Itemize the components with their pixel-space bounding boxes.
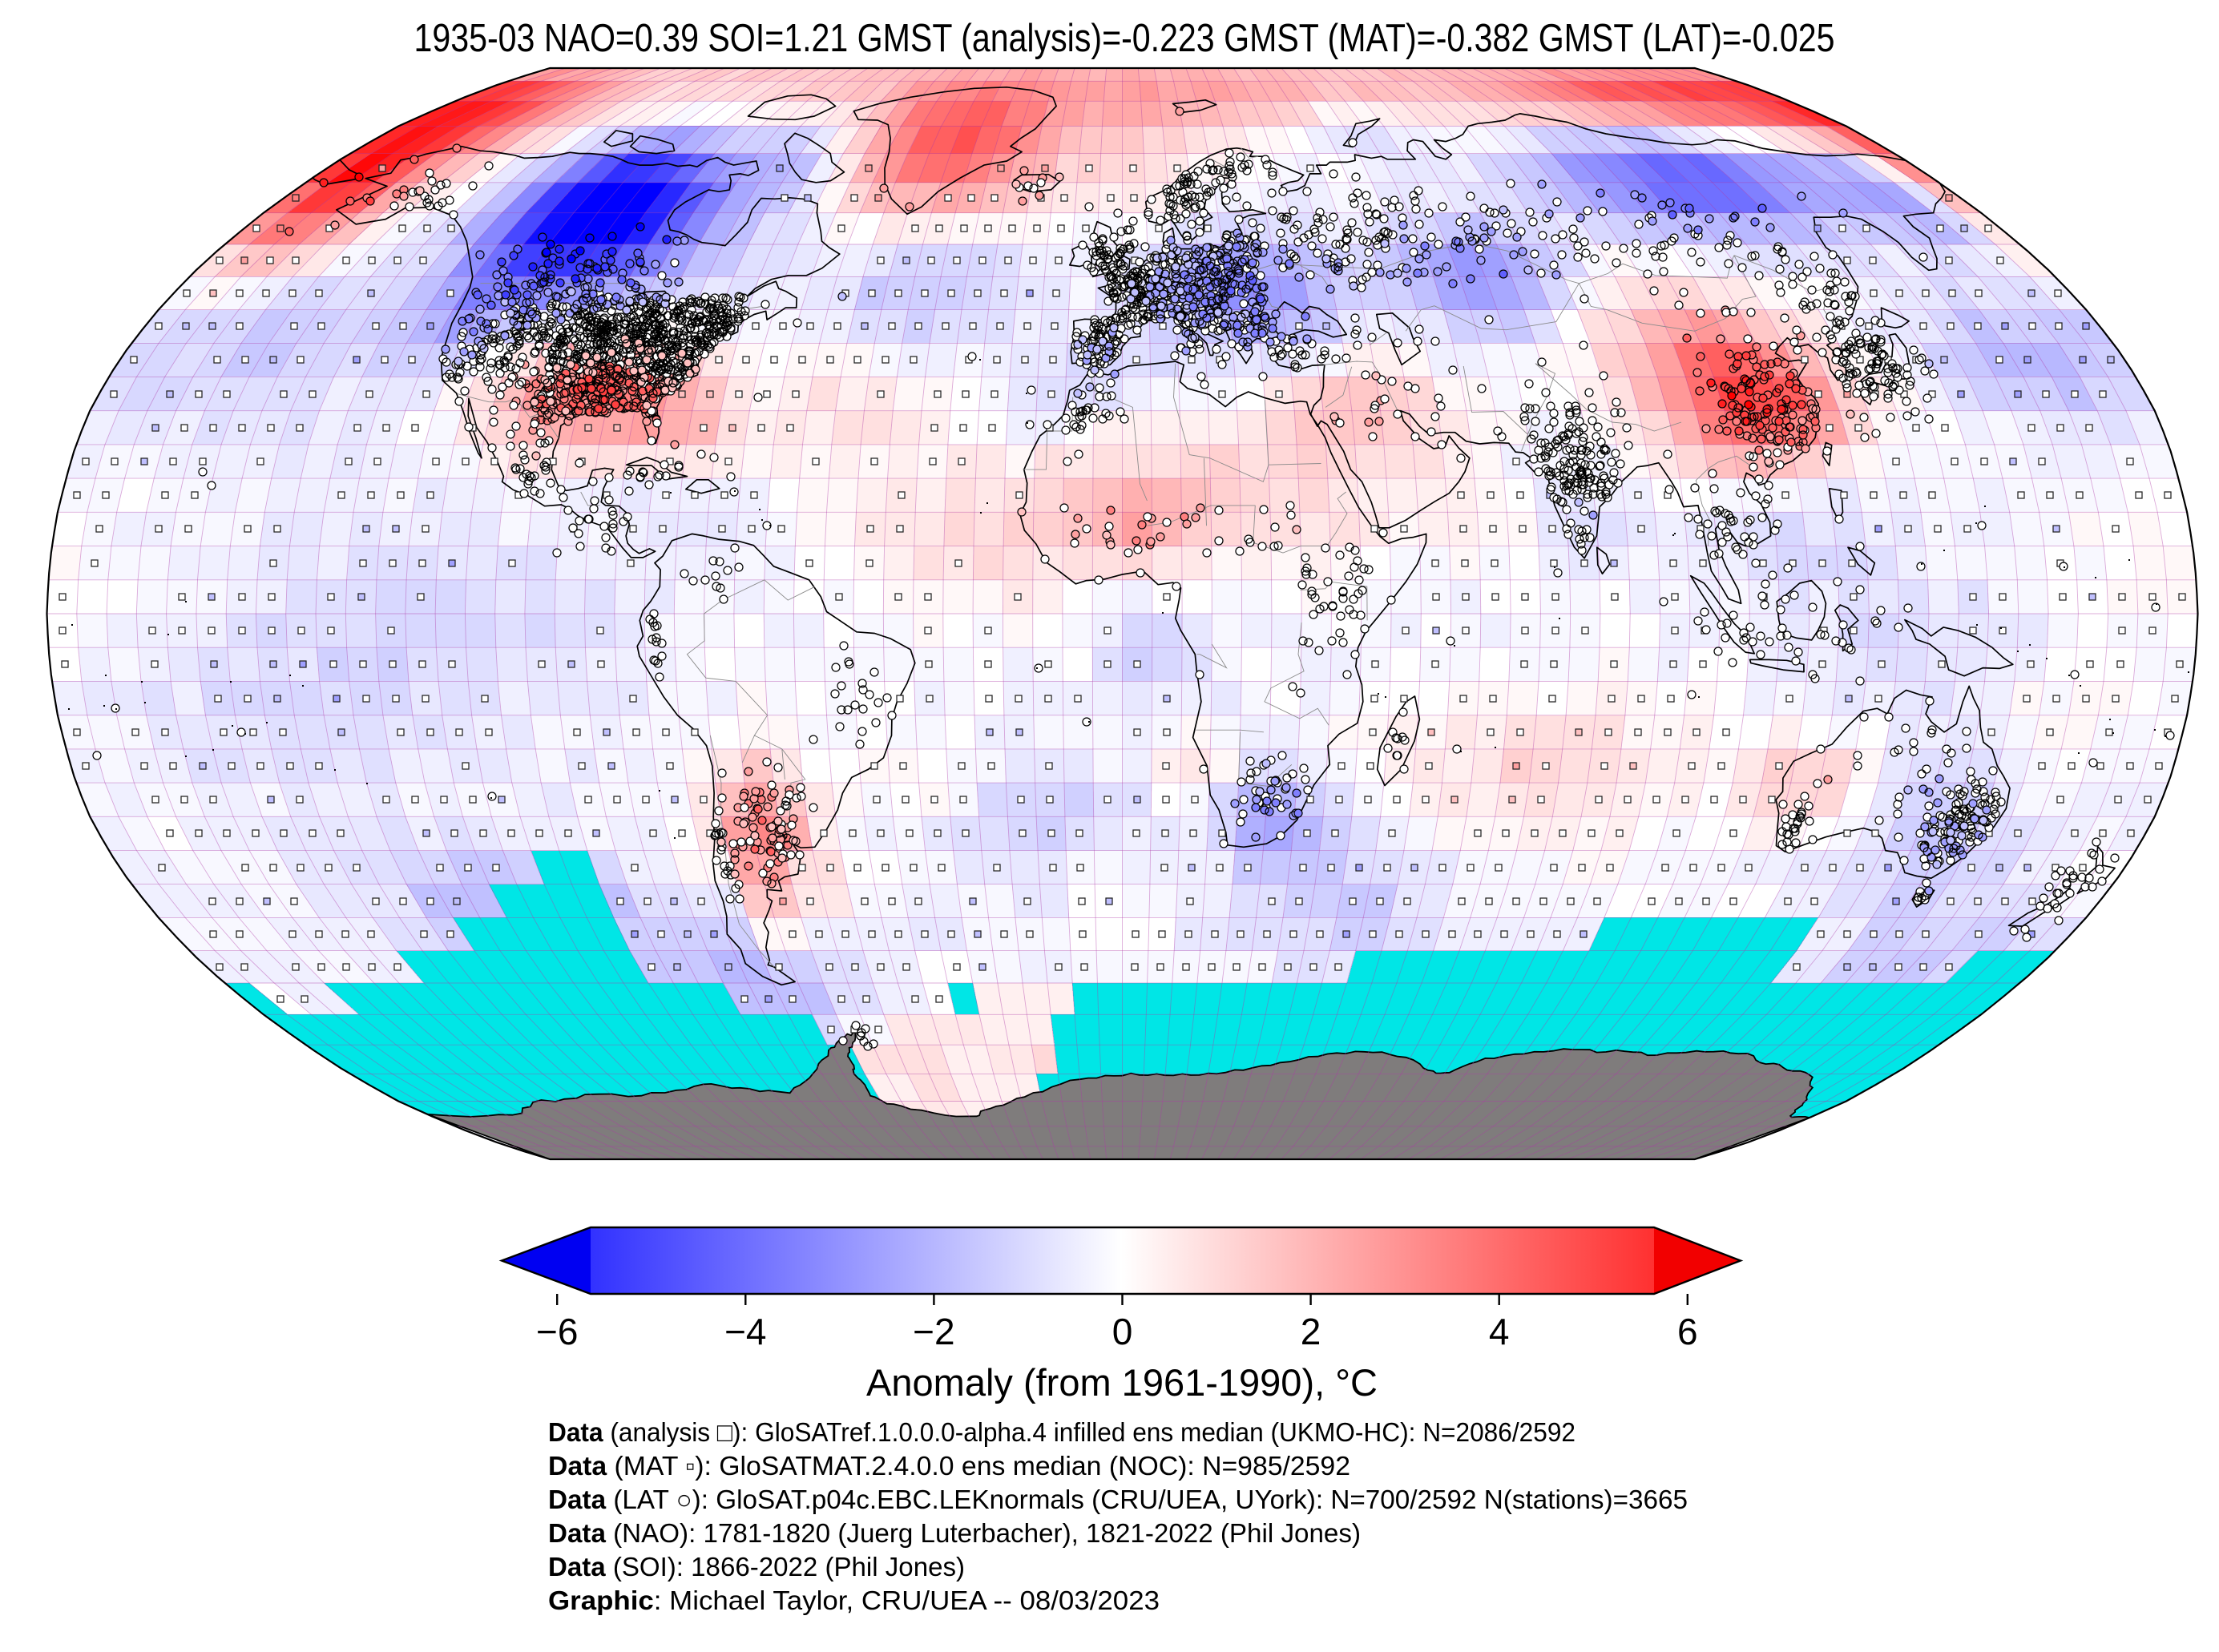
svg-text:6: 6 <box>1677 1311 1698 1352</box>
svg-text:−6: −6 <box>536 1311 578 1352</box>
svg-text:4: 4 <box>1489 1311 1510 1352</box>
svg-text:2: 2 <box>1301 1311 1321 1352</box>
svg-text:0: 0 <box>1112 1311 1133 1352</box>
svg-text:Anomaly (from 1961-1990), °C: Anomaly (from 1961-1990), °C <box>866 1361 1378 1404</box>
svg-text:Data (MAT ▫): GloSATMAT.2.4.0.: Data (MAT ▫): GloSATMAT.2.4.0.0 ens medi… <box>548 1451 1350 1481</box>
svg-text:−2: −2 <box>913 1311 954 1352</box>
svg-text:Data (NAO): 1781-1820 (Juerg L: Data (NAO): 1781-1820 (Juerg Luterbacher… <box>548 1518 1361 1548</box>
svg-text:Data (LAT ○): GloSAT.p04c.EBC.: Data (LAT ○): GloSAT.p04c.EBC.LEKnormals… <box>548 1485 1688 1514</box>
svg-text:Data (SOI): 1866-2022 (Phil Jo: Data (SOI): 1866-2022 (Phil Jones) <box>548 1552 965 1581</box>
svg-text:Graphic: Michael Taylor, CRU/U: Graphic: Michael Taylor, CRU/UEA -- 08/0… <box>548 1586 1160 1615</box>
svg-text:Data (analysis □): GloSATref.1: Data (analysis □): GloSATref.1.0.0.0-alp… <box>548 1417 1575 1447</box>
svg-text:−4: −4 <box>724 1311 766 1352</box>
svg-text:1935-03 NAO=0.39 SOI=1.21 GMST: 1935-03 NAO=0.39 SOI=1.21 GMST (analysis… <box>414 17 1835 60</box>
